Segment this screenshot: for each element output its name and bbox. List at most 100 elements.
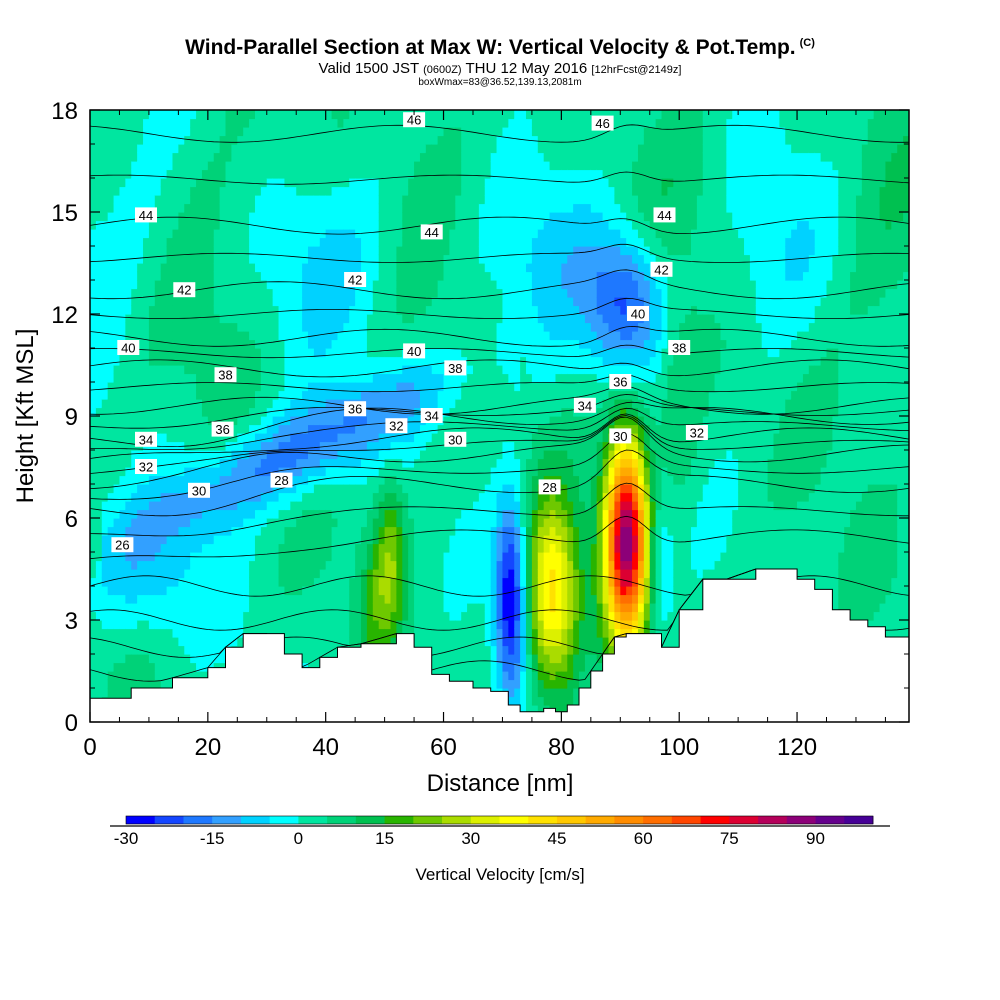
field-cell [396, 552, 403, 562]
field-cell [372, 186, 380, 196]
field-cell [90, 679, 97, 689]
field-cell [119, 314, 126, 324]
field-cell [201, 186, 209, 196]
field-cell [331, 560, 339, 570]
field-cell [302, 628, 309, 638]
field-cell [249, 365, 256, 375]
field-cell [396, 467, 403, 477]
field-cell [490, 543, 498, 553]
field-cell [461, 509, 468, 519]
field-cell [184, 399, 191, 409]
field-cell [166, 339, 174, 349]
field-cell [266, 424, 274, 434]
field-cell [254, 365, 262, 375]
field-cell [284, 280, 291, 290]
field-cell [119, 509, 126, 519]
field-cell [219, 271, 227, 281]
field-cell [414, 322, 421, 332]
field-cell [272, 161, 280, 171]
field-cell [148, 645, 156, 655]
field-cell [178, 569, 185, 579]
field-cell [431, 399, 439, 409]
field-cell [196, 348, 203, 358]
field-cell [113, 110, 121, 120]
field-cell [160, 178, 168, 188]
field-cell [396, 186, 403, 196]
field-cell [490, 509, 498, 519]
field-cell [249, 535, 256, 545]
field-cell [90, 373, 97, 383]
field-cell [478, 679, 486, 689]
field-cell [266, 144, 274, 154]
field-cell [95, 373, 103, 383]
field-cell [378, 637, 386, 647]
field-cell [172, 645, 179, 655]
field-cell [272, 237, 280, 247]
field-cell [337, 322, 344, 332]
field-cell [331, 416, 339, 426]
field-cell [160, 586, 168, 596]
field-cell [184, 135, 191, 145]
field-cell [302, 110, 309, 120]
field-cell [449, 662, 456, 672]
field-cell [90, 305, 97, 315]
field-cell [378, 475, 386, 485]
field-cell [472, 186, 480, 196]
field-cell [372, 433, 380, 443]
field-cell [461, 229, 468, 239]
field-cell [361, 229, 368, 239]
field-cell [455, 662, 462, 672]
field-cell [272, 628, 280, 638]
field-cell [148, 628, 156, 638]
field-cell [278, 322, 286, 332]
field-cell [290, 254, 297, 264]
field-cell [467, 212, 474, 222]
field-cell [148, 263, 156, 273]
field-cell [95, 263, 103, 273]
field-cell [148, 552, 156, 562]
field-cell [467, 365, 474, 375]
field-cell [372, 611, 380, 621]
field-cell [378, 365, 386, 375]
field-cell [431, 373, 439, 383]
field-cell [443, 467, 451, 477]
field-cell [461, 645, 468, 655]
field-cell [408, 331, 415, 341]
field-cell [125, 416, 132, 426]
field-cell [361, 263, 368, 273]
field-cell [296, 339, 303, 349]
field-cell [319, 195, 327, 205]
field-cell [184, 492, 191, 502]
field-cell [172, 118, 179, 128]
field-cell [425, 288, 433, 298]
field-cell [455, 526, 462, 536]
field-cell [237, 348, 244, 358]
field-cell [349, 484, 356, 494]
field-cell [154, 348, 162, 358]
field-cell [302, 331, 309, 341]
field-cell [178, 535, 185, 545]
field-cell [107, 577, 115, 587]
field-cell [313, 526, 321, 536]
field-cell [437, 399, 445, 409]
field-cell [196, 603, 203, 613]
field-cell [455, 416, 462, 426]
field-cell [272, 339, 280, 349]
field-cell [302, 450, 309, 460]
field-cell [213, 144, 221, 154]
field-cell [361, 331, 368, 341]
field-cell [278, 127, 286, 137]
field-cell [449, 509, 456, 519]
field-cell [196, 611, 203, 621]
field-cell [355, 169, 362, 179]
field-cell [237, 365, 244, 375]
field-cell [290, 322, 297, 332]
field-cell [308, 382, 315, 392]
field-cell [90, 280, 97, 290]
field-cell [431, 654, 439, 664]
field-cell [201, 127, 209, 137]
field-cell [225, 611, 233, 621]
field-cell [443, 246, 451, 256]
field-cell [396, 314, 403, 324]
field-cell [478, 297, 486, 307]
